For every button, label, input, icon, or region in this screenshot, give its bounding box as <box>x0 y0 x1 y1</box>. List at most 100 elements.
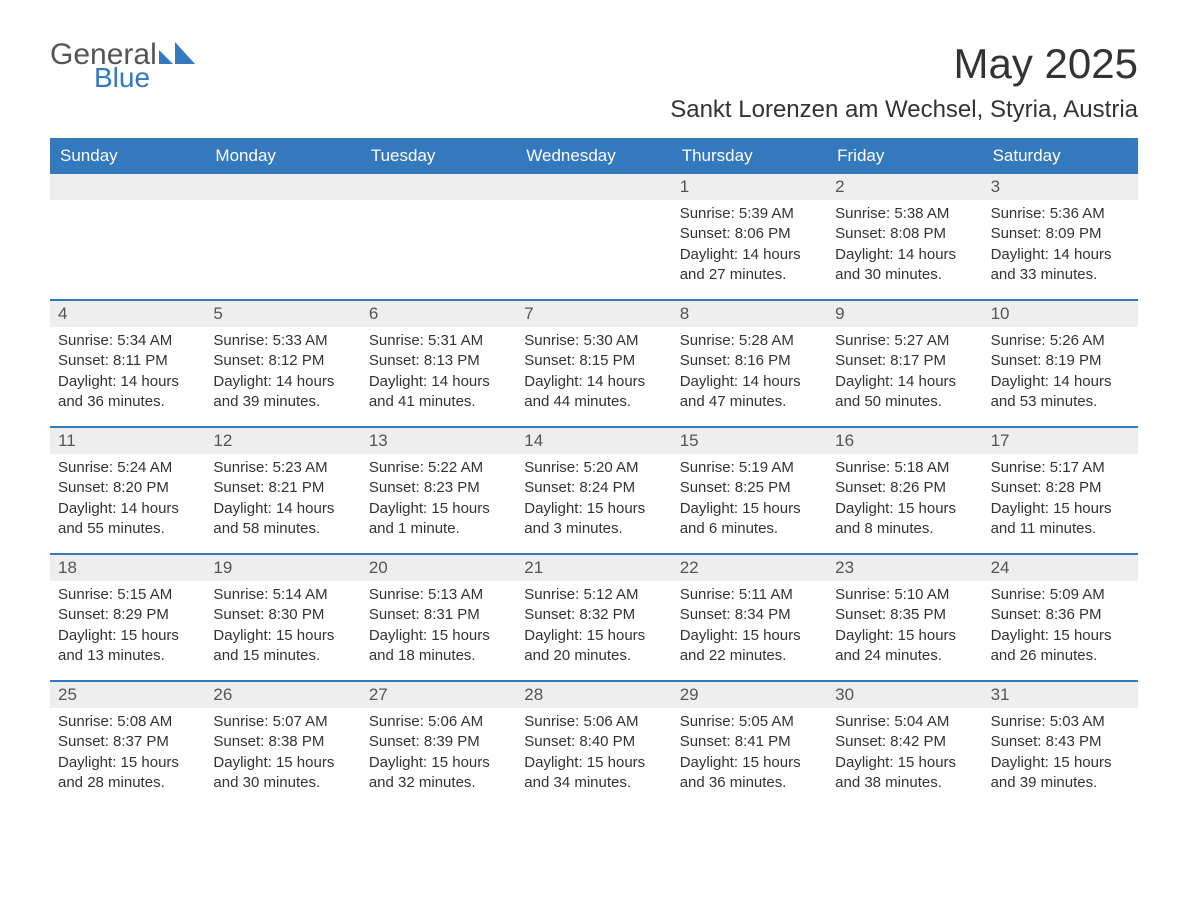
daylight-text: Daylight: 15 hours and 34 minutes. <box>524 753 663 794</box>
day-number: 12 <box>205 428 360 454</box>
day-number: 10 <box>983 301 1138 327</box>
sunset-text: Sunset: 8:36 PM <box>991 605 1130 625</box>
daylight-text: Daylight: 14 hours and 55 minutes. <box>58 499 197 540</box>
week-row: 45678910Sunrise: 5:34 AMSunset: 8:11 PMD… <box>50 299 1138 426</box>
sunrise-text: Sunrise: 5:39 AM <box>680 204 819 224</box>
sunrise-text: Sunrise: 5:30 AM <box>524 331 663 351</box>
daylight-text: Daylight: 14 hours and 33 minutes. <box>991 245 1130 286</box>
sunset-text: Sunset: 8:06 PM <box>680 224 819 244</box>
week-row: 123Sunrise: 5:39 AMSunset: 8:06 PMDaylig… <box>50 174 1138 299</box>
day-cell: Sunrise: 5:26 AMSunset: 8:19 PMDaylight:… <box>983 327 1138 426</box>
sunrise-text: Sunrise: 5:06 AM <box>369 712 508 732</box>
sunrise-text: Sunrise: 5:05 AM <box>680 712 819 732</box>
day-cell: Sunrise: 5:11 AMSunset: 8:34 PMDaylight:… <box>672 581 827 680</box>
sunrise-text: Sunrise: 5:04 AM <box>835 712 974 732</box>
sunrise-text: Sunrise: 5:06 AM <box>524 712 663 732</box>
logo: General Blue <box>50 40 195 92</box>
daylight-text: Daylight: 14 hours and 36 minutes. <box>58 372 197 413</box>
sunrise-text: Sunrise: 5:24 AM <box>58 458 197 478</box>
sunset-text: Sunset: 8:13 PM <box>369 351 508 371</box>
day-cell: Sunrise: 5:15 AMSunset: 8:29 PMDaylight:… <box>50 581 205 680</box>
sunrise-text: Sunrise: 5:20 AM <box>524 458 663 478</box>
day-cell: Sunrise: 5:28 AMSunset: 8:16 PMDaylight:… <box>672 327 827 426</box>
sunrise-text: Sunrise: 5:26 AM <box>991 331 1130 351</box>
week-row: 11121314151617Sunrise: 5:24 AMSunset: 8:… <box>50 426 1138 553</box>
day-number: 5 <box>205 301 360 327</box>
daylight-text: Daylight: 15 hours and 38 minutes. <box>835 753 974 794</box>
daylight-text: Daylight: 14 hours and 58 minutes. <box>213 499 352 540</box>
day-number: 17 <box>983 428 1138 454</box>
sunrise-text: Sunrise: 5:09 AM <box>991 585 1130 605</box>
day-cell: Sunrise: 5:27 AMSunset: 8:17 PMDaylight:… <box>827 327 982 426</box>
sunrise-text: Sunrise: 5:34 AM <box>58 331 197 351</box>
day-number <box>516 174 671 200</box>
day-cell: Sunrise: 5:36 AMSunset: 8:09 PMDaylight:… <box>983 200 1138 299</box>
day-cell: Sunrise: 5:14 AMSunset: 8:30 PMDaylight:… <box>205 581 360 680</box>
day-number: 9 <box>827 301 982 327</box>
sunset-text: Sunset: 8:24 PM <box>524 478 663 498</box>
sunrise-text: Sunrise: 5:33 AM <box>213 331 352 351</box>
daylight-text: Daylight: 14 hours and 53 minutes. <box>991 372 1130 413</box>
daylight-text: Daylight: 15 hours and 26 minutes. <box>991 626 1130 667</box>
sunrise-text: Sunrise: 5:17 AM <box>991 458 1130 478</box>
sunset-text: Sunset: 8:12 PM <box>213 351 352 371</box>
day-number: 30 <box>827 682 982 708</box>
sunset-text: Sunset: 8:25 PM <box>680 478 819 498</box>
sunset-text: Sunset: 8:32 PM <box>524 605 663 625</box>
sunrise-text: Sunrise: 5:38 AM <box>835 204 974 224</box>
day-cell: Sunrise: 5:23 AMSunset: 8:21 PMDaylight:… <box>205 454 360 553</box>
day-number: 4 <box>50 301 205 327</box>
day-number: 16 <box>827 428 982 454</box>
sunset-text: Sunset: 8:43 PM <box>991 732 1130 752</box>
day-number <box>50 174 205 200</box>
sunset-text: Sunset: 8:21 PM <box>213 478 352 498</box>
day-number: 21 <box>516 555 671 581</box>
sunset-text: Sunset: 8:34 PM <box>680 605 819 625</box>
day-cell <box>361 200 516 299</box>
daylight-text: Daylight: 15 hours and 30 minutes. <box>213 753 352 794</box>
day-cell: Sunrise: 5:08 AMSunset: 8:37 PMDaylight:… <box>50 708 205 807</box>
sunset-text: Sunset: 8:40 PM <box>524 732 663 752</box>
sunrise-text: Sunrise: 5:28 AM <box>680 331 819 351</box>
daylight-text: Daylight: 15 hours and 32 minutes. <box>369 753 508 794</box>
day-number: 29 <box>672 682 827 708</box>
sunset-text: Sunset: 8:41 PM <box>680 732 819 752</box>
day-header-monday: Monday <box>205 138 360 174</box>
sunset-text: Sunset: 8:28 PM <box>991 478 1130 498</box>
day-number: 27 <box>361 682 516 708</box>
day-number: 14 <box>516 428 671 454</box>
daylight-text: Daylight: 15 hours and 28 minutes. <box>58 753 197 794</box>
day-header-friday: Friday <box>827 138 982 174</box>
day-header-thursday: Thursday <box>672 138 827 174</box>
day-cell <box>205 200 360 299</box>
daylight-text: Daylight: 15 hours and 8 minutes. <box>835 499 974 540</box>
day-number: 31 <box>983 682 1138 708</box>
day-cell: Sunrise: 5:20 AMSunset: 8:24 PMDaylight:… <box>516 454 671 553</box>
day-cell: Sunrise: 5:39 AMSunset: 8:06 PMDaylight:… <box>672 200 827 299</box>
sunrise-text: Sunrise: 5:23 AM <box>213 458 352 478</box>
sunset-text: Sunset: 8:37 PM <box>58 732 197 752</box>
day-number: 28 <box>516 682 671 708</box>
daylight-text: Daylight: 14 hours and 47 minutes. <box>680 372 819 413</box>
weeks-container: 123Sunrise: 5:39 AMSunset: 8:06 PMDaylig… <box>50 174 1138 807</box>
sunset-text: Sunset: 8:35 PM <box>835 605 974 625</box>
sunset-text: Sunset: 8:38 PM <box>213 732 352 752</box>
day-cell: Sunrise: 5:38 AMSunset: 8:08 PMDaylight:… <box>827 200 982 299</box>
sunrise-text: Sunrise: 5:08 AM <box>58 712 197 732</box>
sunset-text: Sunset: 8:17 PM <box>835 351 974 371</box>
sunrise-text: Sunrise: 5:12 AM <box>524 585 663 605</box>
sunrise-text: Sunrise: 5:22 AM <box>369 458 508 478</box>
day-cell: Sunrise: 5:06 AMSunset: 8:40 PMDaylight:… <box>516 708 671 807</box>
sunset-text: Sunset: 8:15 PM <box>524 351 663 371</box>
day-number: 11 <box>50 428 205 454</box>
day-cell <box>50 200 205 299</box>
day-cell: Sunrise: 5:05 AMSunset: 8:41 PMDaylight:… <box>672 708 827 807</box>
header: General Blue May 2025 Sankt Lorenzen am … <box>50 40 1138 124</box>
sunset-text: Sunset: 8:19 PM <box>991 351 1130 371</box>
day-cell: Sunrise: 5:13 AMSunset: 8:31 PMDaylight:… <box>361 581 516 680</box>
daylight-text: Daylight: 15 hours and 3 minutes. <box>524 499 663 540</box>
day-number: 23 <box>827 555 982 581</box>
day-number: 8 <box>672 301 827 327</box>
sunset-text: Sunset: 8:23 PM <box>369 478 508 498</box>
day-cell: Sunrise: 5:10 AMSunset: 8:35 PMDaylight:… <box>827 581 982 680</box>
